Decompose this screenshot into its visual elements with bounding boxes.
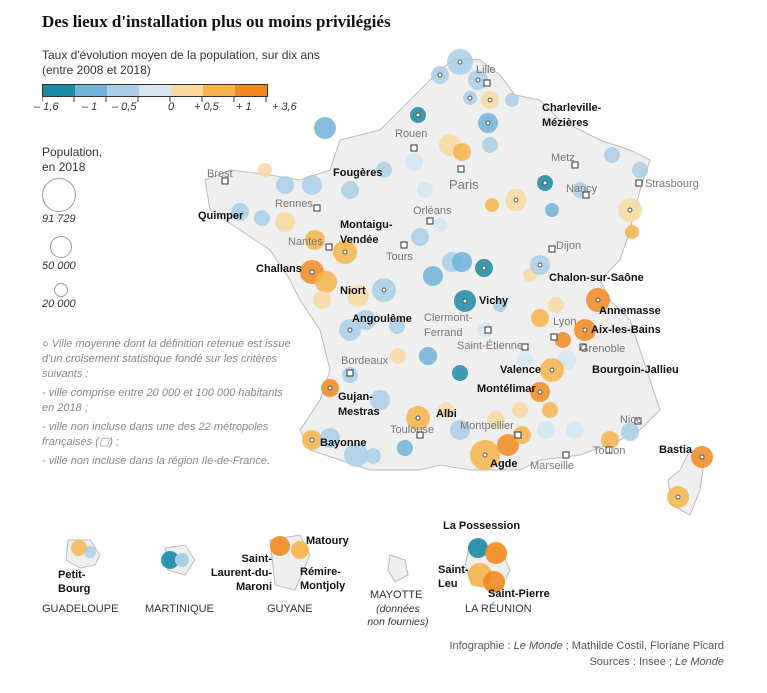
overseas-shapes	[65, 534, 511, 593]
label-strasbourg: Strasbourg	[645, 178, 699, 190]
label-marseille: Marseille	[530, 460, 575, 472]
label-lille: Lille	[476, 64, 496, 76]
label-bordeaux: Bordeaux	[341, 355, 389, 367]
subtitle: Taux d'évolution moyen de la population,…	[42, 48, 322, 78]
label-vichy: Vichy	[479, 295, 509, 307]
label-annemasse: Annemasse	[599, 305, 661, 317]
label-fougeres: Fougères	[333, 167, 383, 179]
city-dots	[309, 59, 705, 500]
label-saint-laurent-du-maroni: Saint-Laurent-du-Maroni	[210, 553, 272, 593]
label-aix-les-bains: Aix-les-Bains	[591, 324, 661, 336]
scale-swatch	[171, 85, 203, 96]
label-bayonne: Bayonne	[320, 437, 367, 449]
label-mayotte-note: (données non fournies)	[367, 603, 429, 628]
definition-note: ○ Ville moyenne dont la définition reten…	[42, 337, 292, 469]
scale-swatch	[203, 85, 235, 96]
label-metz: Metz	[551, 152, 575, 164]
credit-line-2: Sources : Insee ; Le Monde	[589, 656, 724, 668]
label-bastia: Bastia	[659, 444, 693, 456]
metropole-markers	[221, 79, 643, 459]
label-guadeloupe: GUADELOUPE	[42, 603, 119, 615]
label-mayotte: MAYOTTE	[370, 589, 423, 601]
scale-label: – 1,6	[34, 101, 59, 113]
scale-swatch	[139, 85, 171, 96]
label-nantes: Nantes	[288, 236, 323, 248]
label-nancy: Nancy	[566, 183, 598, 195]
label-grenoble: Grenoble	[580, 343, 626, 355]
label-montpellier: Montpellier	[460, 420, 514, 432]
label-gujan-mestras: Gujan-Mestras	[338, 391, 380, 418]
label-saint-pierre: Saint-Pierre	[488, 588, 550, 600]
subtitle-line-2: (entre 2008 et 2018)	[42, 63, 151, 77]
scale-swatch	[75, 85, 107, 96]
population-title-line-2: en 2018	[42, 160, 86, 174]
label-albi: Albi	[436, 408, 457, 420]
label-saint-etienne: Saint-Étienne	[457, 340, 524, 352]
subtitle-line-1: Taux d'évolution moyen de la population,…	[42, 48, 320, 62]
label-paris: Paris	[449, 177, 479, 192]
label-niort: Niort	[340, 285, 366, 297]
scale-label: + 1	[236, 101, 252, 113]
scale-swatch	[235, 85, 267, 96]
note-criterion: - ville comprise entre 20 000 et 100 000…	[42, 387, 283, 414]
population-value-small: 20 000	[42, 298, 76, 310]
population-title-line-1: Population,	[42, 145, 103, 159]
label-saint-leu: Saint-Leu	[438, 564, 469, 590]
note-criterion: - ville non incluse dans la région Ile-d…	[42, 455, 271, 467]
label-quimper: Quimper	[198, 210, 244, 222]
label-chalon-sur-saone: Chalon-sur-Saône	[549, 272, 644, 284]
label-la-possession: La Possession	[443, 520, 521, 532]
scale-label: + 3,6	[272, 101, 297, 113]
label-nice: Nice	[620, 414, 643, 426]
population-value-medium: 50 000	[42, 260, 76, 272]
label-clermont-ferrand: Clermont-Ferrand	[424, 312, 473, 339]
label-montaigu-vendee: Montaigu-Vendée	[340, 219, 393, 246]
label-dijon: Dijon	[556, 240, 582, 252]
page-title: Des lieux d'installation plus ou moins p…	[42, 12, 391, 31]
population-circle-small	[54, 283, 68, 297]
label-rennes: Rennes	[275, 198, 313, 210]
scale-label: + 0,5	[194, 101, 219, 113]
label-martinique: MARTINIQUE	[145, 603, 214, 615]
label-remire-montjoly: Rémire-Montjoly	[300, 566, 346, 592]
scale-label: – 1	[82, 101, 98, 113]
note-criterion: - ville non incluse dans une des 22 métr…	[42, 421, 269, 448]
scale-swatch	[107, 85, 139, 96]
scale-label: – 0,5	[112, 101, 137, 113]
label-la-reunion: LA RÉUNION	[465, 603, 532, 615]
population-circle-medium	[50, 236, 72, 258]
label-charleville-mezieres: Charleville-Mézières	[542, 102, 602, 129]
credit-line-1: Infographie : Le Monde ; Mathilde Costil…	[449, 640, 724, 652]
population-legend-title: Population, en 2018	[42, 145, 102, 175]
color-scale-bar	[42, 84, 268, 97]
color-scale-labels: – 1,6 – 1 – 0,5 0 + 0,5 + 1 + 3,6	[34, 101, 314, 117]
label-bourgoin-jallieu: Bourgoin-Jallieu	[592, 364, 679, 376]
label-angouleme: Angoulême	[352, 313, 412, 325]
scale-swatch	[43, 85, 75, 96]
population-value-large: 91 729	[42, 213, 76, 225]
label-toulon: Toulon	[593, 445, 626, 457]
population-circle-large	[42, 178, 76, 212]
note-intro: ○ Ville moyenne dont la définition reten…	[42, 338, 291, 380]
label-orleans: Orléans	[413, 205, 452, 217]
label-challans: Challans	[256, 263, 302, 275]
label-matoury: Matoury	[306, 535, 349, 547]
label-brest: Brest	[207, 168, 233, 180]
scale-label: 0	[168, 101, 175, 113]
label-guyane: GUYANE	[267, 603, 313, 615]
label-petit-bourg: Petit-Bourg	[58, 569, 91, 595]
label-toulouse: Toulouse	[390, 424, 435, 436]
label-montelimar: Montélimar	[477, 383, 536, 395]
label-valence: Valence	[500, 364, 541, 376]
color-scale-ticks	[42, 96, 267, 102]
label-rouen: Rouen	[395, 128, 428, 140]
label-lyon: Lyon	[553, 316, 577, 328]
label-agde: Agde	[490, 458, 518, 470]
label-tours: Tours	[386, 251, 413, 263]
